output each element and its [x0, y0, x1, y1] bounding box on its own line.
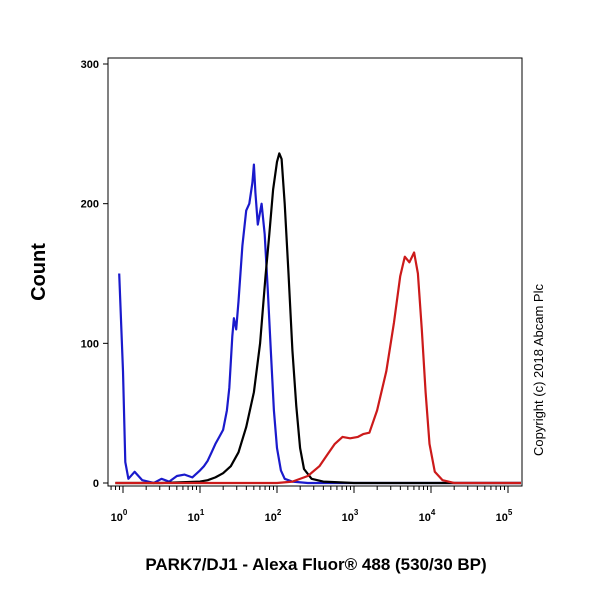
x-tick-label: 100	[111, 508, 128, 524]
series-line-2	[115, 152, 521, 485]
y-axis-ticks: 0 100 200 300	[81, 59, 108, 490]
y-tick-label: 0	[93, 478, 99, 490]
y-tick-label: 100	[81, 338, 99, 350]
x-tick-label: 104	[419, 508, 436, 524]
x-axis-title: PARK7/DJ1 - Alexa Fluor® 488 (530/30 BP)	[145, 555, 486, 574]
y-tick-label: 200	[81, 199, 99, 211]
series-line-3	[115, 251, 521, 485]
plot-frame	[107, 57, 523, 487]
y-axis-title: Count	[28, 243, 50, 301]
x-tick-label: 101	[188, 508, 205, 524]
copyright-annotation: Copyright (c) 2018 Abcam Plc	[531, 284, 546, 456]
x-axis-ticks: 100 101 102 103 104 105	[110, 486, 513, 524]
series-lines	[115, 152, 521, 485]
x-tick-label: 103	[342, 508, 359, 524]
x-tick-label: 105	[496, 508, 513, 524]
y-tick-label: 300	[81, 59, 99, 71]
series-line-1	[118, 163, 521, 485]
x-tick-label: 102	[265, 508, 282, 524]
